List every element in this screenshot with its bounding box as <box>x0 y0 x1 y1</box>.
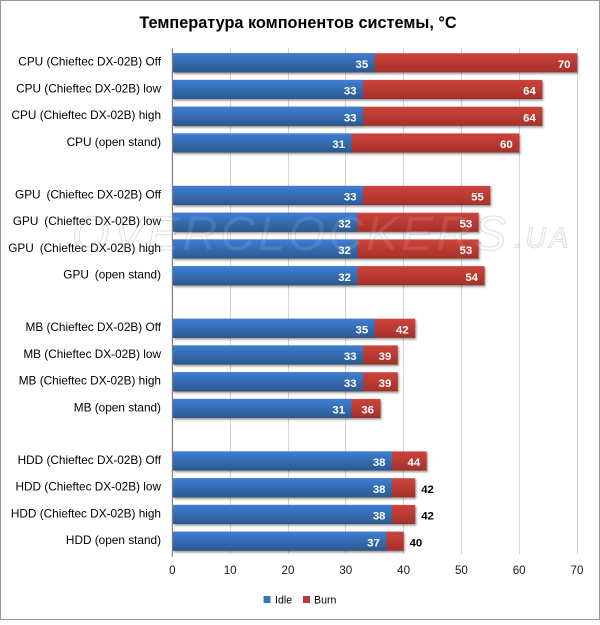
svg-text:33: 33 <box>344 192 357 204</box>
svg-text:32: 32 <box>338 272 351 284</box>
svg-text:40: 40 <box>397 564 410 577</box>
svg-text:42: 42 <box>421 484 434 496</box>
svg-text:60: 60 <box>500 139 513 151</box>
svg-text:GPU (Chieftec DX-02B) low: GPU (Chieftec DX-02B) low <box>13 214 162 228</box>
svg-text:64: 64 <box>523 113 536 125</box>
svg-text:36: 36 <box>361 405 374 417</box>
svg-text:50: 50 <box>455 564 468 577</box>
svg-text:.UA: .UA <box>514 223 572 255</box>
svg-text:Burn: Burn <box>314 595 336 607</box>
svg-text:32: 32 <box>338 219 351 231</box>
svg-text:39: 39 <box>379 378 392 390</box>
svg-text:HDD (open stand): HDD (open stand) <box>66 533 161 547</box>
svg-text:33: 33 <box>344 351 357 363</box>
svg-text:Температура компонентов систем: Температура компонентов системы, °C <box>139 14 457 32</box>
svg-text:55: 55 <box>471 192 484 204</box>
svg-text:MB (Chieftec DX-02B) Off: MB (Chieftec DX-02B) Off <box>26 320 162 334</box>
svg-text:MB (Chieftec DX-02B) high: MB (Chieftec DX-02B) high <box>19 374 161 388</box>
svg-text:GPU (Chieftec DX-02B) high: GPU (Chieftec DX-02B) high <box>8 241 161 255</box>
svg-text:32: 32 <box>338 245 351 257</box>
svg-text:HDD (Chieftec DX-02B) Off: HDD (Chieftec DX-02B) Off <box>18 453 162 467</box>
svg-text:53: 53 <box>460 245 473 257</box>
svg-text:GPU (open stand): GPU (open stand) <box>63 268 161 282</box>
svg-text:64: 64 <box>523 86 536 98</box>
svg-text:33: 33 <box>344 378 357 390</box>
svg-text:39: 39 <box>379 351 392 363</box>
svg-text:Idle: Idle <box>275 595 292 607</box>
svg-text:38: 38 <box>373 484 386 496</box>
svg-text:CPU (Chieftec DX-02B) low: CPU (Chieftec DX-02B) low <box>16 81 161 95</box>
svg-text:OVERCLOCKERS: OVERCLOCKERS <box>72 208 509 261</box>
svg-text:10: 10 <box>224 564 237 577</box>
svg-text:35: 35 <box>356 325 369 337</box>
svg-text:38: 38 <box>373 457 386 469</box>
svg-text:53: 53 <box>460 219 473 231</box>
svg-text:60: 60 <box>513 564 526 577</box>
svg-text:0: 0 <box>169 564 175 577</box>
svg-text:40: 40 <box>410 537 423 549</box>
svg-text:MB (Chieftec DX-02B) low: MB (Chieftec DX-02B) low <box>23 347 161 361</box>
svg-text:CPU (open stand): CPU (open stand) <box>67 135 161 149</box>
svg-text:CPU (Chieftec DX-02B) Off: CPU (Chieftec DX-02B) Off <box>18 55 161 69</box>
svg-text:38: 38 <box>373 511 386 523</box>
svg-text:33: 33 <box>344 86 357 98</box>
svg-text:HDD (Chieftec DX-02B) high: HDD (Chieftec DX-02B) high <box>11 506 161 520</box>
svg-text:31: 31 <box>332 139 345 151</box>
svg-text:MB (open stand): MB (open stand) <box>74 400 161 414</box>
svg-text:44: 44 <box>408 457 421 469</box>
svg-text:35: 35 <box>356 59 369 71</box>
svg-text:70: 70 <box>558 59 571 71</box>
svg-text:31: 31 <box>332 405 345 417</box>
svg-text:42: 42 <box>396 325 409 337</box>
svg-text:33: 33 <box>344 113 357 125</box>
svg-text:CPU (Chieftec DX-02B) high: CPU (Chieftec DX-02B) high <box>12 108 161 122</box>
svg-text:HDD (Chieftec DX-02B) low: HDD (Chieftec DX-02B) low <box>15 480 161 494</box>
svg-text:30: 30 <box>339 564 352 577</box>
svg-text:42: 42 <box>421 511 434 523</box>
svg-text:GPU (Chieftec DX-02B) Off: GPU (Chieftec DX-02B) Off <box>15 187 162 201</box>
svg-text:54: 54 <box>465 272 478 284</box>
svg-text:37: 37 <box>367 537 380 549</box>
svg-text:70: 70 <box>571 564 584 577</box>
svg-text:20: 20 <box>282 564 295 577</box>
svg-text:.UA: .UA <box>514 223 572 255</box>
